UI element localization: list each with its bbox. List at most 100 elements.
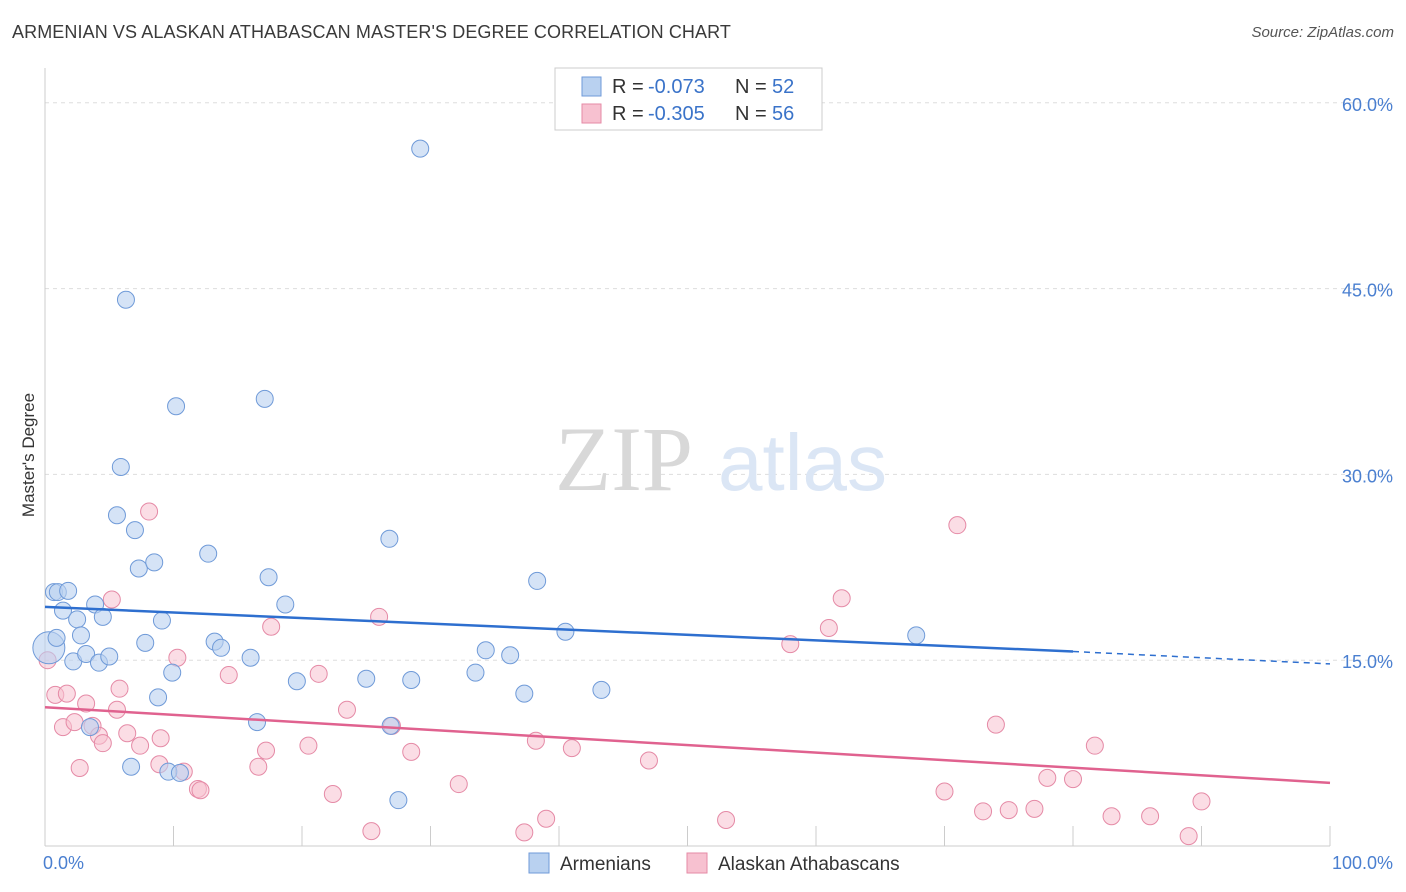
armenians-points xyxy=(32,139,926,810)
armenian-point xyxy=(170,763,189,782)
athabascan-point xyxy=(337,700,356,719)
athabascan-point xyxy=(93,734,112,753)
armenian-point xyxy=(152,611,171,630)
athabascan-point xyxy=(57,684,76,703)
athabascans-trend-line xyxy=(44,706,1331,785)
athabascan-point xyxy=(151,729,170,748)
alaskan-athabascans-points xyxy=(38,502,1211,846)
athabascan-point xyxy=(70,758,89,777)
athabascan-point xyxy=(362,822,381,841)
athabascan-point xyxy=(323,784,342,803)
armenian-point xyxy=(199,544,218,563)
legend-r-label-1: R = xyxy=(612,76,644,98)
armenian-point xyxy=(111,457,130,476)
athabascan-point xyxy=(102,590,121,609)
watermark-zip: ZIP xyxy=(555,408,693,510)
x-tick-label: 100.0% xyxy=(1332,853,1393,873)
armenian-point xyxy=(145,553,164,572)
armenian-point xyxy=(255,389,274,408)
armenians-trend-line xyxy=(44,605,1074,653)
athabascan-point xyxy=(832,589,851,608)
source-label: Source: ZipAtlas.com xyxy=(1251,24,1394,41)
armenian-point xyxy=(411,139,430,158)
armenian-point xyxy=(68,610,87,629)
athabascan-point xyxy=(1141,807,1160,826)
armenian-point xyxy=(136,633,155,652)
bottom-legend-swatch-armenians xyxy=(528,852,550,874)
y-axis-label: Master's Degree xyxy=(19,393,38,517)
watermark-atlas: atlas xyxy=(718,418,887,507)
athabascan-point xyxy=(1025,799,1044,818)
bottom-legend-athabascans: Alaskan Athabascans xyxy=(718,854,900,875)
athabascan-point xyxy=(107,700,126,719)
armenian-point xyxy=(77,645,96,663)
armenian-point xyxy=(381,716,400,735)
y-tick-labels: 15.0% 30.0% 45.0% 60.0% xyxy=(1342,95,1393,672)
athabascan-point xyxy=(77,694,96,713)
athabascan-point xyxy=(1038,768,1057,787)
athabascan-point xyxy=(219,666,238,685)
athabascan-point xyxy=(1064,770,1082,789)
athabascan-point xyxy=(249,757,268,776)
legend-r-label-2: R = xyxy=(612,103,644,125)
legend-n-value-2: 56 xyxy=(772,103,794,125)
armenian-point xyxy=(71,626,90,645)
athabascan-point xyxy=(140,502,159,521)
armenian-point xyxy=(592,680,611,699)
legend-n-value-1: 52 xyxy=(772,76,794,98)
athabascan-point xyxy=(299,736,318,755)
armenian-point xyxy=(528,571,547,590)
legend-swatch-pink xyxy=(581,103,602,124)
athabascan-point xyxy=(1085,736,1104,755)
armenian-point xyxy=(501,646,520,665)
athabascan-point xyxy=(65,713,84,732)
axes xyxy=(44,68,1331,847)
legend-r-value-2: -0.305 xyxy=(648,103,705,125)
y-tick-label: 30.0% xyxy=(1342,466,1393,486)
athabascan-point xyxy=(309,664,328,683)
armenian-point xyxy=(241,648,260,667)
chart-title: ARMENIAN VS ALASKAN ATHABASCAN MASTER'S … xyxy=(12,22,731,42)
athabascan-point xyxy=(131,736,150,755)
armenian-point xyxy=(163,663,182,682)
armenian-point xyxy=(47,628,66,647)
armenian-point xyxy=(389,791,408,810)
legend-r-value-1: -0.073 xyxy=(648,76,705,98)
athabascan-point xyxy=(1102,807,1121,826)
athabascan-point xyxy=(986,715,1005,734)
bottom-legend-swatch-athabascans xyxy=(686,852,708,874)
legend-n-label-1: N = xyxy=(735,76,767,98)
x-tick-labels: 0.0% 100.0% xyxy=(43,853,1393,873)
armenian-point xyxy=(80,718,99,737)
legend-n-label-2: N = xyxy=(735,103,767,125)
athabascan-point xyxy=(257,741,276,760)
armenian-point xyxy=(125,521,144,540)
athabascan-point xyxy=(639,751,658,770)
armenian-point xyxy=(287,672,306,691)
x-tick-label: 0.0% xyxy=(43,853,84,873)
armenian-point xyxy=(59,581,78,600)
athabascan-point xyxy=(262,617,281,636)
athabascan-point xyxy=(819,618,838,637)
y-tick-label: 45.0% xyxy=(1342,281,1393,301)
series-legend: Armenians Alaskan Athabascans xyxy=(528,852,900,875)
armenian-point xyxy=(402,671,421,690)
armenian-point xyxy=(122,757,141,776)
armenian-point xyxy=(907,626,926,645)
athabascan-point xyxy=(191,781,210,800)
athabascan-point xyxy=(974,802,993,821)
armenian-point xyxy=(466,663,485,682)
athabascan-point xyxy=(537,809,556,828)
armenian-point xyxy=(380,529,399,548)
armenian-point xyxy=(107,506,126,525)
armenian-point xyxy=(259,568,278,587)
armenians-trend-extension xyxy=(1072,650,1331,665)
athabascan-point xyxy=(515,823,534,842)
armenian-point xyxy=(167,397,186,416)
y-tick-label: 15.0% xyxy=(1342,652,1393,672)
athabascan-point xyxy=(110,679,129,698)
trend-lines xyxy=(44,605,1331,785)
athabascan-point xyxy=(1192,792,1211,811)
armenian-point xyxy=(116,290,135,309)
